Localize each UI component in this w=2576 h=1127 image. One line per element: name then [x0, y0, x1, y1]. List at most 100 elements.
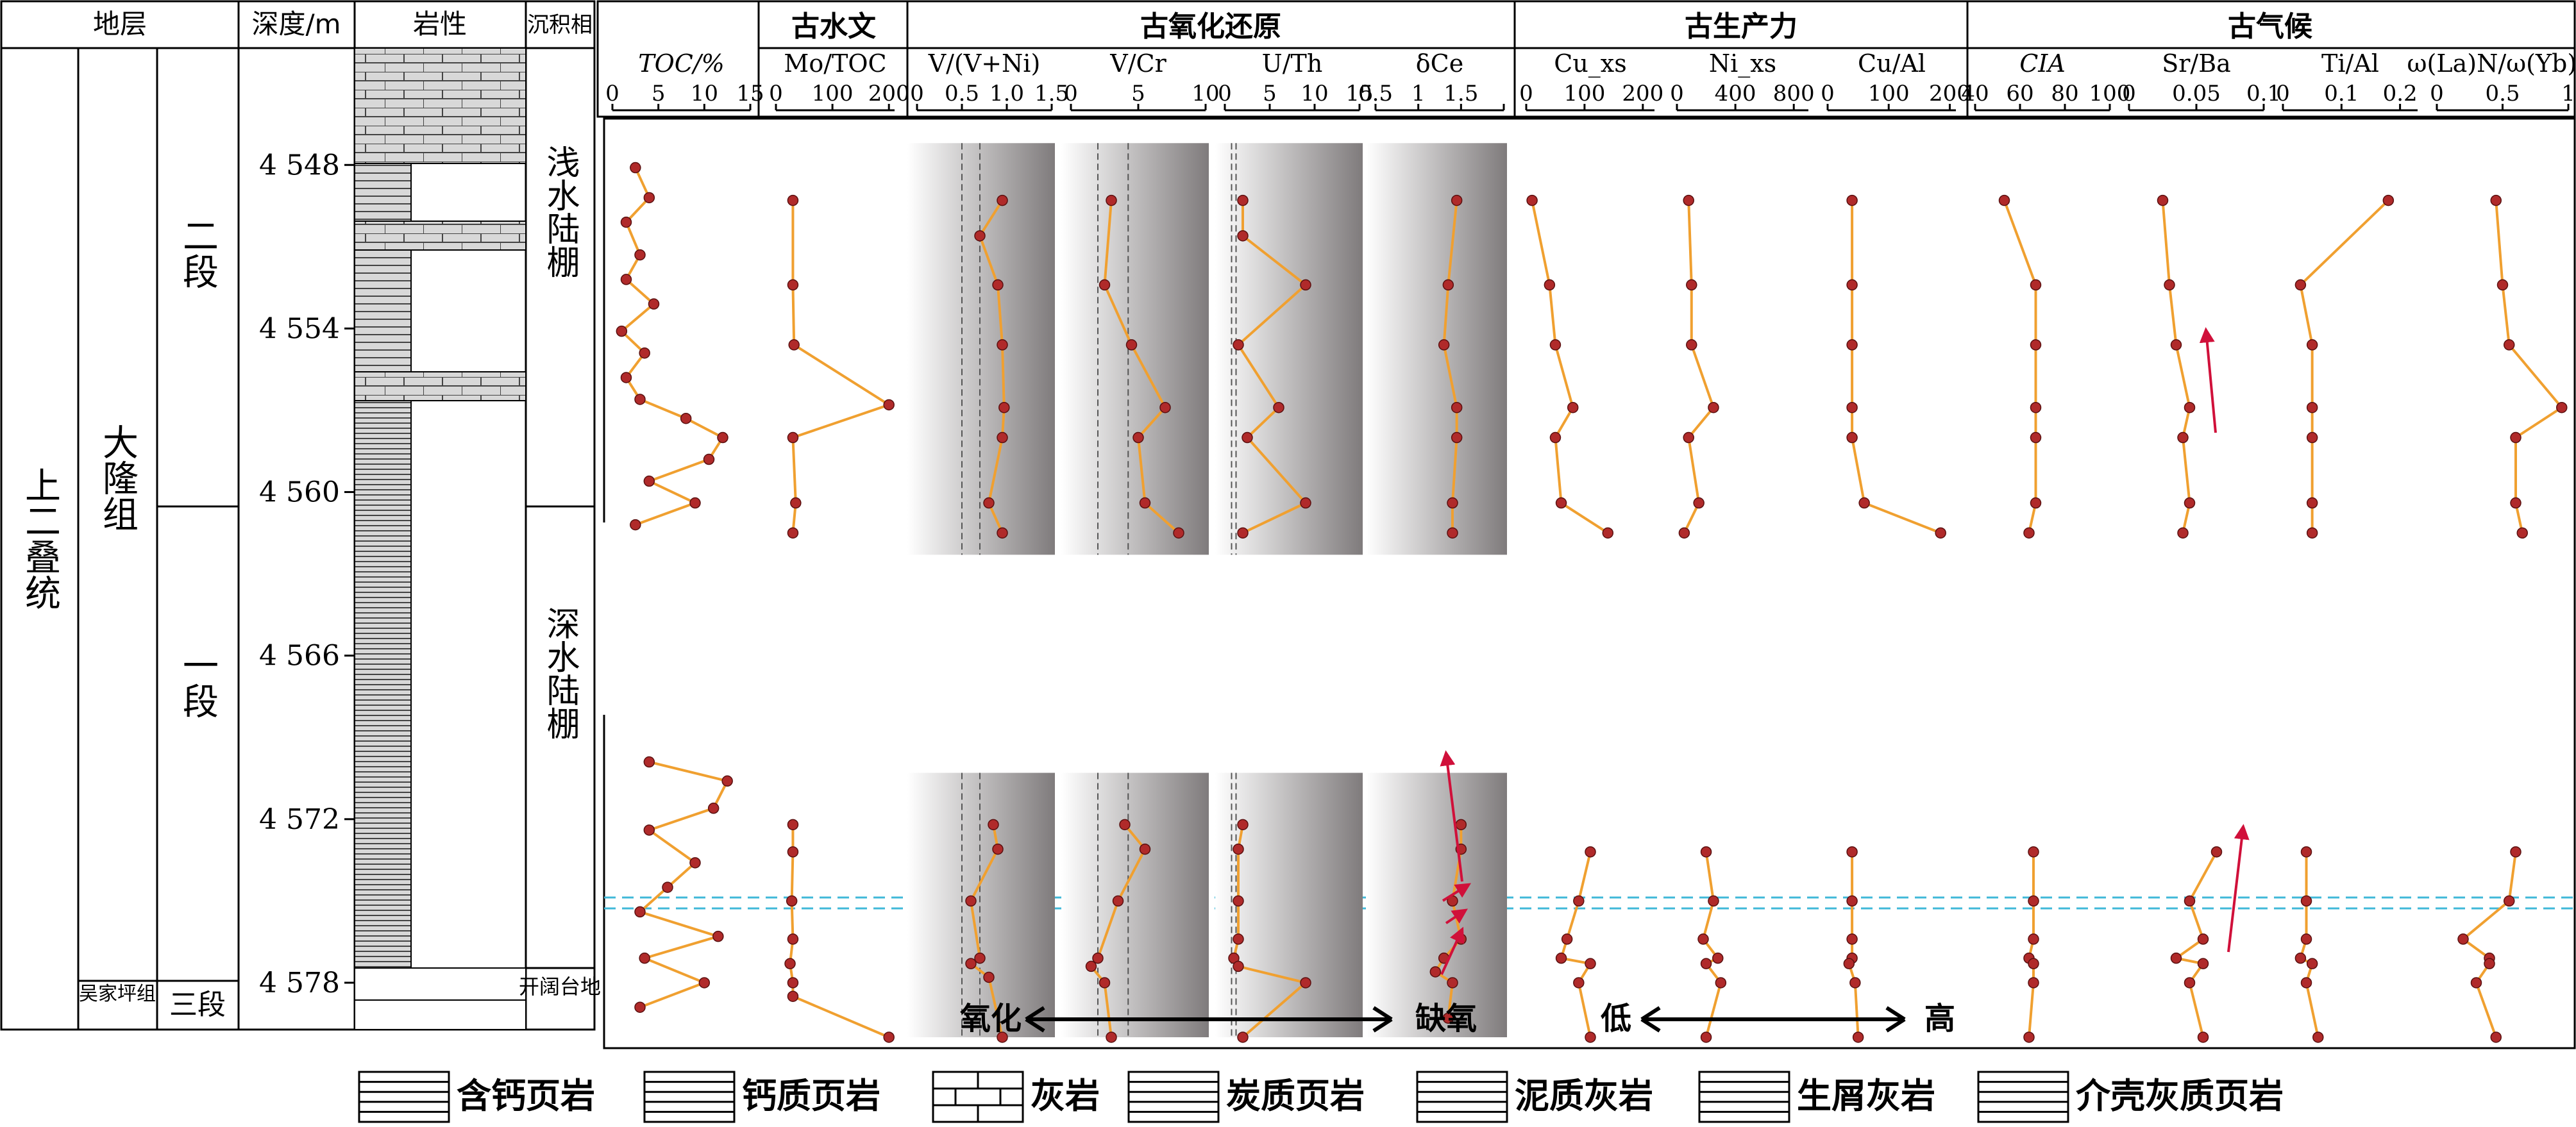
depth-tick-label: 4 572: [259, 803, 340, 836]
series-line-ni_xs: [1701, 851, 1722, 1038]
data-point-ti_al: [2306, 401, 2318, 413]
legend-item-calcareous_bearing_shale: 含钙页岩: [358, 1071, 595, 1123]
data-point-ti_al: [2306, 958, 2318, 969]
header-depth: 深度/m: [251, 8, 341, 40]
data-point-ti_al: [2294, 952, 2307, 964]
data-point-mo_toc: [784, 958, 796, 969]
data-point-sr_ba: [2164, 279, 2175, 291]
member2-label: 二段: [177, 217, 219, 289]
data-point-mo_toc: [787, 846, 799, 858]
data-point-toc: [634, 394, 646, 405]
chart-header: [596, 0, 2576, 118]
data-point-cia: [2030, 279, 2042, 291]
data-point-ni_xs: [1683, 194, 1694, 206]
data-point-toc: [721, 775, 733, 787]
panel-title: CIA: [2019, 49, 2066, 78]
legend-swatch: [643, 1071, 736, 1123]
data-point-dce: [1429, 966, 1442, 978]
data-point-u_th: [1233, 933, 1244, 945]
data-point-cu_al: [1846, 339, 1858, 351]
facies-platform: 开阔台地: [519, 974, 601, 999]
data-point-sr_ba: [2184, 401, 2196, 413]
x-tick-label: 10: [691, 81, 718, 106]
facies-shallow: 浅水陆棚: [541, 145, 579, 278]
data-point-v_vni: [965, 958, 977, 969]
data-point-toc: [634, 1001, 646, 1013]
panel-title: ω(La)N/ω(Yb)N: [2407, 49, 2576, 78]
panel-title: Cu/Al: [1858, 49, 1926, 78]
data-point-toc: [639, 952, 650, 964]
series-line-toc: [637, 760, 730, 1009]
panel-sr_ba: 0 0.05 0.1 Sr/Ba: [2122, 49, 2281, 1043]
data-point-cia: [1998, 194, 2010, 206]
data-point-cu_al: [1846, 194, 1858, 206]
data-point-toc: [717, 431, 728, 444]
data-point-cu_al: [1846, 846, 1858, 858]
data-point-dce: [1447, 497, 1458, 509]
group-climate: 古气候: [2228, 10, 2312, 43]
x-tick-label: 0: [1218, 81, 1232, 106]
data-point-cia: [2030, 431, 2042, 444]
series-line-ti_al: [2299, 199, 2389, 533]
data-point-u_th: [1300, 977, 1311, 989]
data-point-v_vni: [992, 279, 1004, 291]
redox-shade: [1366, 772, 1507, 1037]
x-tick-label: 0.5: [945, 81, 979, 106]
data-point-cia: [2028, 895, 2039, 907]
data-point-mo_toc: [883, 1031, 895, 1043]
data-point-v_cr: [1106, 1031, 1117, 1043]
x-tick-label: 40: [1961, 81, 1989, 106]
data-point-dce: [1447, 977, 1458, 989]
panel-ni_xs: 0 400 800 Ni_xs: [1670, 49, 1815, 1043]
data-point-v_cr: [1139, 843, 1151, 855]
data-point-cu_xs: [1555, 497, 1567, 509]
panel-title: Mo/TOC: [784, 49, 886, 78]
data-point-v_vni: [974, 952, 986, 964]
system-label: 上二叠统: [19, 467, 61, 610]
data-point-la_yb: [2510, 431, 2521, 444]
data-point-ni_xs: [1678, 527, 1690, 539]
data-point-ti_al: [2300, 846, 2312, 858]
series-line-mo_toc: [789, 824, 889, 1039]
series-line-cu_xs: [1531, 200, 1609, 535]
formation-label: 大隆组: [97, 424, 139, 531]
data-point-ni_xs: [1708, 401, 1719, 413]
legend-item-carbonaceous_shale: 炭质页岩: [1127, 1071, 1365, 1123]
depth-tick-label: 4 548: [259, 149, 340, 181]
data-point-cia: [2028, 846, 2039, 858]
data-point-toc: [630, 519, 641, 531]
data-point-cia: [2030, 339, 2042, 351]
data-point-la_yb: [2510, 846, 2521, 858]
data-point-toc: [620, 274, 632, 285]
x-tick-label: 5: [1263, 81, 1277, 106]
data-point-u_th: [1237, 1031, 1249, 1043]
legend-label: 含钙页岩: [457, 1076, 595, 1116]
data-point-u_th: [1233, 895, 1244, 907]
data-point-sr_ba: [2157, 194, 2169, 206]
data-point-ti_al: [2306, 339, 2318, 351]
data-point-v_cr: [1159, 401, 1171, 413]
legend-pattern: [933, 1072, 1023, 1122]
x-tick-label: 100: [1563, 81, 1605, 106]
data-point-ti_al: [2312, 1031, 2324, 1043]
data-point-v_vni: [974, 230, 986, 242]
depth-tick-label: 4 566: [259, 640, 340, 672]
group-paleohydro: 古水文: [791, 10, 876, 43]
x-tick-label: 1.0: [989, 81, 1024, 106]
x-tick-label: 0.5: [1358, 81, 1393, 106]
panel-ti_al: 0 0.1 0.2Ti/Al: [2276, 49, 2418, 1043]
data-point-cia: [2028, 933, 2039, 945]
data-point-cia: [2030, 401, 2042, 413]
data-point-toc: [620, 372, 632, 383]
data-point-la_yb: [2516, 527, 2528, 539]
data-point-v_vni: [997, 527, 1008, 539]
data-point-toc: [643, 475, 655, 487]
panel-dce: 0.5 1 1.5 δCe: [1358, 49, 1507, 1037]
data-point-cia: [2028, 958, 2039, 969]
x-tick-label: 60: [2006, 81, 2033, 106]
x-tick-label: 0: [2122, 81, 2136, 106]
series-line-cia: [2003, 199, 2037, 533]
data-point-ti_al: [2300, 933, 2312, 945]
data-point-v_cr: [1173, 527, 1184, 539]
